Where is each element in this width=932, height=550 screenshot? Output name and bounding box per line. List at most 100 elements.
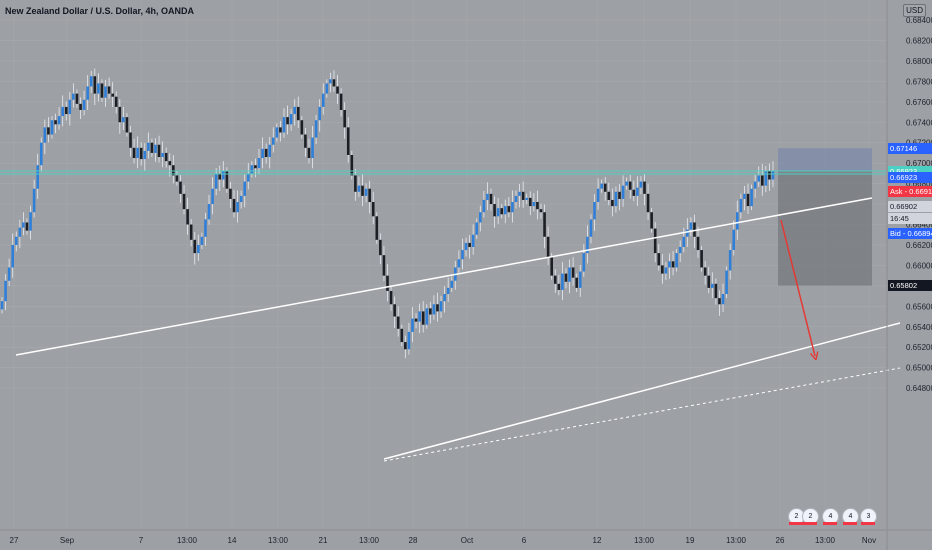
candle-body bbox=[264, 148, 268, 158]
candle-body bbox=[154, 144, 157, 153]
currency-badge[interactable]: USD bbox=[903, 4, 926, 17]
candle-body bbox=[514, 195, 518, 203]
candle-body bbox=[139, 147, 143, 160]
candle-body bbox=[703, 267, 707, 276]
candle-body bbox=[222, 171, 225, 180]
candle-body bbox=[429, 308, 432, 315]
candle-body bbox=[204, 219, 207, 237]
candle-body bbox=[232, 198, 236, 213]
candle-body bbox=[214, 173, 218, 189]
candle-body bbox=[22, 222, 25, 228]
candle-body bbox=[179, 181, 182, 194]
stop-loss-zone[interactable] bbox=[778, 148, 872, 172]
candle-body bbox=[539, 209, 543, 213]
candle-body bbox=[257, 158, 261, 169]
candle-body bbox=[750, 188, 753, 207]
candle-body bbox=[461, 250, 464, 260]
candle-body bbox=[546, 236, 550, 258]
candle-body bbox=[643, 181, 646, 194]
candle-body bbox=[368, 188, 371, 203]
candle-body bbox=[725, 270, 728, 295]
candle-body bbox=[354, 175, 357, 192]
candle-body bbox=[450, 280, 454, 288]
calendar-event-icon[interactable]: 4 bbox=[842, 508, 859, 525]
price-tag-label: 0.65802 bbox=[888, 280, 932, 292]
price-tag-label: 0.67146 bbox=[888, 142, 932, 154]
candle-body bbox=[336, 86, 339, 94]
candle-body bbox=[489, 193, 493, 205]
price-tag-label: Bid - 0.66894 bbox=[888, 228, 932, 240]
candle-body bbox=[193, 239, 197, 254]
candle-body bbox=[486, 193, 489, 200]
candle-body bbox=[57, 116, 61, 125]
candle-body bbox=[589, 219, 593, 237]
candle-body bbox=[507, 206, 511, 213]
candle-body bbox=[93, 76, 97, 94]
candle-body bbox=[528, 197, 532, 207]
candle-body bbox=[172, 165, 175, 176]
candle-body bbox=[311, 137, 314, 159]
candle-body bbox=[639, 181, 643, 188]
upper-channel-trendline[interactable] bbox=[15, 197, 873, 356]
candle-body bbox=[646, 193, 650, 213]
candle-body bbox=[446, 287, 450, 295]
candle-body bbox=[636, 187, 639, 196]
candle-body bbox=[36, 165, 39, 189]
event-flag-icon bbox=[861, 522, 875, 525]
candle-body bbox=[239, 195, 243, 203]
candle-body bbox=[443, 294, 446, 302]
time-tick-label: 27 bbox=[10, 536, 19, 545]
candle-body bbox=[743, 193, 746, 199]
candle-body bbox=[147, 142, 150, 151]
calendar-event-icon[interactable]: 4 bbox=[822, 508, 839, 525]
candle-body bbox=[125, 117, 129, 133]
candle-body bbox=[268, 144, 272, 158]
dashed-support-trendline[interactable] bbox=[383, 367, 901, 462]
candle-body bbox=[107, 86, 111, 94]
price-tag-label: 0.66923 bbox=[888, 165, 932, 177]
candle-body bbox=[111, 93, 114, 97]
candle-body bbox=[411, 318, 414, 332]
candle-body bbox=[407, 331, 411, 350]
take-profit-zone[interactable] bbox=[778, 171, 872, 286]
candle-body bbox=[578, 271, 582, 288]
candle-body bbox=[189, 224, 193, 240]
candle-body bbox=[14, 236, 18, 245]
candle-body bbox=[250, 165, 254, 174]
candle-body bbox=[157, 144, 161, 158]
candle-body bbox=[682, 236, 686, 247]
candle-body bbox=[0, 301, 4, 310]
candle-body bbox=[518, 191, 521, 196]
projection-arrow[interactable] bbox=[780, 219, 815, 356]
candle-body bbox=[503, 206, 507, 215]
candle-body bbox=[64, 106, 68, 115]
candle-body bbox=[746, 193, 750, 207]
lower-channel-trendline[interactable] bbox=[383, 322, 901, 460]
candle-body bbox=[600, 183, 603, 189]
candle-body bbox=[11, 244, 15, 268]
candle-body bbox=[357, 185, 361, 192]
candle-body bbox=[168, 161, 172, 166]
candle-body bbox=[728, 250, 732, 271]
candle-body bbox=[371, 202, 375, 217]
candle-body bbox=[339, 93, 343, 110]
candle-body bbox=[100, 83, 104, 98]
candle-body bbox=[628, 181, 632, 190]
candle-body bbox=[675, 253, 678, 268]
candle-body bbox=[82, 99, 86, 110]
time-tick-label: Sep bbox=[60, 536, 75, 545]
candle-body bbox=[493, 204, 496, 217]
candle-body bbox=[104, 86, 107, 98]
candle-body bbox=[200, 236, 204, 245]
price-tick-label: 0.64800 bbox=[906, 384, 932, 393]
candle-body bbox=[607, 191, 611, 200]
grid bbox=[0, 0, 887, 530]
candle-body bbox=[611, 199, 614, 207]
time-axis[interactable]: 27 Sep 7 13:00 14 13:00 21 13:00 28 Oct 6 12 13:00 19… bbox=[10, 536, 877, 545]
candle-body bbox=[132, 147, 136, 159]
